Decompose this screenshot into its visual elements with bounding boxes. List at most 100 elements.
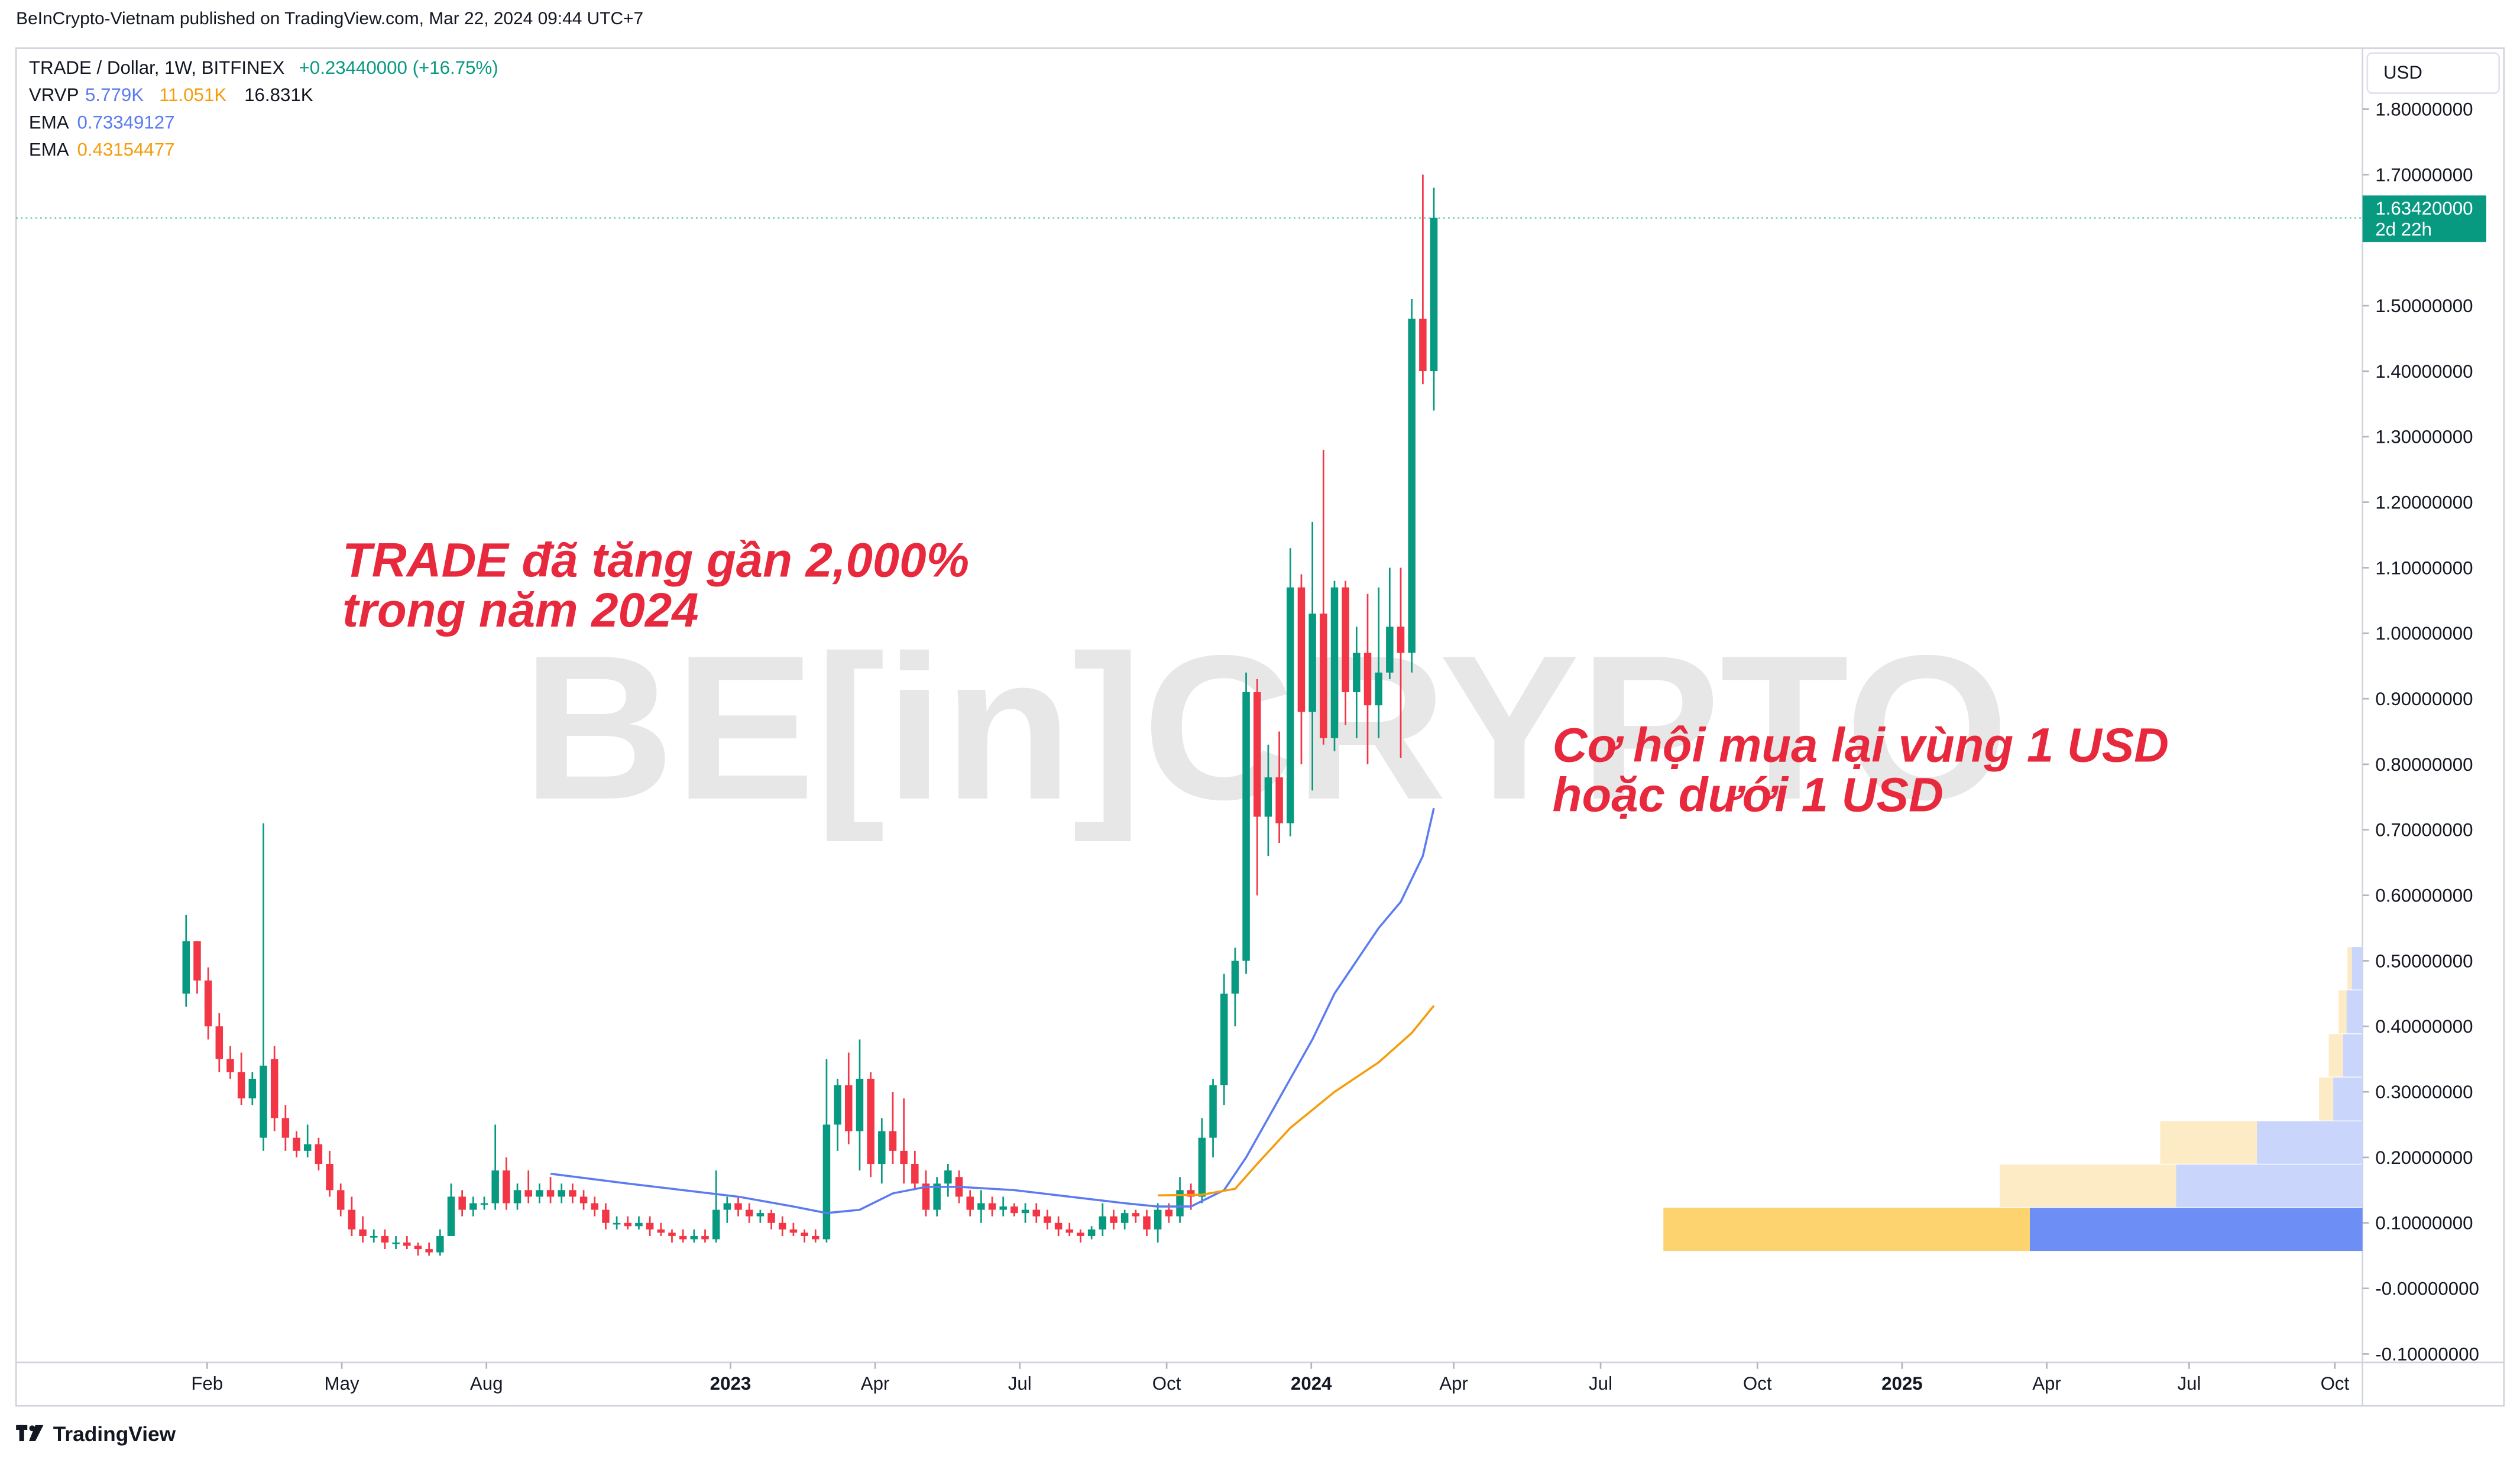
ema-value: 0.73349127 — [77, 112, 174, 132]
candle-body — [701, 1235, 709, 1240]
candle-body — [999, 1206, 1007, 1210]
candle-body — [922, 1183, 930, 1210]
candle-body — [966, 1196, 974, 1210]
y-tick-label: 0.10000000 — [2375, 1213, 2473, 1234]
candle-body — [1320, 614, 1327, 738]
volume-down — [2347, 947, 2352, 990]
candle-body — [1176, 1190, 1184, 1217]
candle-body — [348, 1209, 356, 1230]
candle-body — [911, 1164, 919, 1184]
candle-body — [1032, 1209, 1041, 1217]
candle-body — [789, 1229, 798, 1233]
candle-body — [1120, 1213, 1129, 1223]
candle-body — [977, 1203, 985, 1210]
candle-body — [315, 1144, 323, 1164]
y-tick-label: 0.50000000 — [2375, 951, 2473, 971]
candle-body — [878, 1131, 886, 1164]
candle-body — [745, 1209, 753, 1217]
candle-body — [1154, 1209, 1162, 1230]
x-tick-label: Apr — [861, 1373, 890, 1394]
x-tick-label: Oct — [2321, 1373, 2350, 1394]
candle-body — [1209, 1085, 1217, 1138]
candle-body — [657, 1229, 665, 1233]
candle-body — [193, 941, 201, 981]
candle-body — [569, 1190, 576, 1197]
candle-body — [845, 1085, 853, 1131]
footer: TradingView — [53, 1423, 176, 1446]
currency: USD — [2383, 62, 2422, 83]
x-tick-label: May — [325, 1373, 359, 1394]
x-tick-label: Apr — [2032, 1373, 2061, 1394]
candle-body — [635, 1222, 643, 1227]
vrvp-total: 16.831K — [244, 85, 313, 105]
candle-body — [414, 1245, 422, 1250]
x-tick-label: Aug — [470, 1373, 503, 1394]
annotation: TRADE đã tăng gần 2,000% — [342, 534, 969, 588]
x-tick-label: Oct — [1743, 1373, 1772, 1394]
candle-body — [778, 1222, 786, 1230]
x-tick-label: Jul — [2177, 1373, 2201, 1394]
footer-logo — [16, 1425, 44, 1442]
candle-body — [1264, 777, 1272, 817]
currency-box — [2366, 52, 2500, 95]
y-tick-label: -0.10000000 — [2375, 1344, 2479, 1364]
chart-title: TRADE / Dollar, 1W, BITFINEX — [29, 57, 285, 78]
candle-body — [900, 1150, 908, 1164]
ema-name: EMA — [29, 140, 69, 160]
candle-body — [679, 1235, 687, 1240]
x-tick-label: Apr — [1439, 1373, 1468, 1394]
candle-body — [1287, 587, 1294, 823]
y-tick-label: 1.20000000 — [2375, 492, 2473, 512]
y-tick-label: 1.70000000 — [2375, 164, 2473, 185]
candle-body — [834, 1085, 841, 1125]
candle-body — [293, 1137, 300, 1151]
annotation: hoặc dưới 1 USD — [1553, 768, 1944, 822]
candle-body — [712, 1209, 720, 1240]
candle-body — [1099, 1216, 1107, 1230]
candle-body — [260, 1065, 267, 1138]
candle-body — [513, 1190, 522, 1204]
candle-body — [303, 1144, 312, 1151]
y-tick-label: 0.20000000 — [2375, 1147, 2473, 1168]
candle-body — [425, 1249, 433, 1253]
candle-body — [359, 1229, 367, 1236]
candle-body — [1363, 653, 1372, 706]
ema-value: 0.43154477 — [77, 140, 174, 160]
candle-body — [602, 1209, 610, 1223]
candle-body — [270, 1059, 278, 1118]
volume-down — [1999, 1164, 2176, 1207]
y-tick-label: 0.40000000 — [2375, 1016, 2473, 1037]
y-tick-label: 0.60000000 — [2375, 885, 2473, 906]
candle-body — [226, 1059, 234, 1072]
candle-body — [624, 1222, 632, 1227]
vrvp-name: VRVP — [29, 85, 79, 105]
volume-up — [2346, 990, 2363, 1034]
candle-body — [1242, 692, 1250, 961]
candle-body — [646, 1222, 654, 1230]
candle-body — [1419, 319, 1427, 371]
candle-body — [756, 1213, 765, 1217]
x-tick-label: Jul — [1008, 1373, 1032, 1394]
candle-body — [1165, 1209, 1173, 1217]
candle-body — [392, 1243, 400, 1244]
x-tick-label: 2024 — [1291, 1373, 1332, 1394]
volume-down — [2338, 990, 2347, 1034]
candle-body — [1010, 1206, 1018, 1214]
candle-body — [734, 1203, 742, 1210]
candle-body — [812, 1235, 820, 1240]
candle-body — [381, 1235, 389, 1243]
last-price: 1.63420000 — [2375, 198, 2473, 219]
candle-body — [856, 1078, 864, 1131]
candle-body — [723, 1203, 731, 1210]
y-tick-label: 0.90000000 — [2375, 689, 2473, 709]
countdown: 2d 22h — [2375, 219, 2432, 239]
y-tick-label: 1.50000000 — [2375, 296, 2473, 316]
vrvp-down: 11.051K — [159, 85, 226, 105]
volume-down — [2328, 1034, 2343, 1077]
y-tick-label: -0.00000000 — [2375, 1278, 2479, 1299]
header: BeInCrypto-Vietnam published on TradingV… — [16, 9, 643, 28]
ema-line — [550, 807, 1435, 1214]
candle-body — [822, 1124, 831, 1240]
